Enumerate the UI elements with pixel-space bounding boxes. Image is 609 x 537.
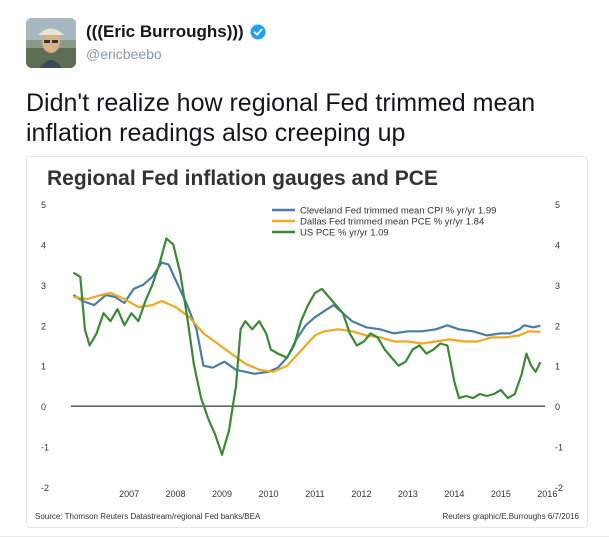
y-tick-label-left: 1	[41, 362, 46, 372]
verified-badge-icon	[250, 24, 266, 40]
y-tick-label-left: 5	[41, 200, 46, 210]
series-line-1	[73, 291, 541, 373]
y-tick-label-right: 4	[555, 240, 560, 250]
display-name[interactable]: (((Eric Burroughs)))	[86, 22, 244, 41]
y-tick-label-right: 1	[555, 362, 560, 372]
tweet-header: (((Eric Burroughs))) @ericbeebo	[26, 18, 586, 72]
series-line-2	[72, 237, 542, 456]
chart-title: Regional Fed inflation gauges and PCE	[47, 167, 438, 190]
x-tick-label: 2008	[166, 489, 186, 499]
y-tick-label-right: -2	[555, 483, 563, 493]
x-tick-label: 2014	[444, 489, 464, 499]
chart-source: Source: Thomson Reuters Datastream/regio…	[35, 512, 261, 521]
y-tick-label-left: -1	[41, 443, 49, 453]
x-tick-label: 2007	[119, 489, 139, 499]
legend-label-2: US PCE % yr/yr 1.09	[300, 228, 389, 239]
x-tick-label: 2016	[537, 489, 557, 499]
x-tick-label: 2015	[491, 489, 511, 499]
tweet-text: Didn't realize how regional Fed trimmed …	[26, 89, 536, 147]
handle[interactable]: @ericbeebo	[86, 46, 162, 62]
x-tick-label: 2010	[258, 489, 278, 499]
author-row: (((Eric Burroughs)))	[86, 22, 266, 42]
y-tick-label-right: -1	[555, 443, 563, 453]
chart-credit: Reuters graphic/E.Burroughs 6/7/2016	[442, 512, 579, 521]
y-tick-label-right: 2	[555, 321, 560, 331]
y-tick-label-left: -2	[41, 483, 49, 493]
y-tick-label-right: 5	[555, 200, 560, 210]
chart-card[interactable]: Regional Fed inflation gauges and PCE 5 5 4…	[26, 156, 588, 528]
y-tick-label-right: 0	[555, 402, 560, 412]
y-tick-label-left: 2	[41, 321, 46, 331]
x-tick-label: 2009	[212, 489, 232, 499]
avatar-image	[26, 18, 76, 68]
series-line-0	[72, 261, 541, 375]
legend-label-1: Dallas Fed trimmed mean PCE % yr/yr 1.84	[300, 217, 484, 228]
avatar[interactable]	[26, 18, 76, 68]
y-tick-label-right: 3	[555, 281, 560, 291]
legend-label-0: Cleveland Fed trimmed mean CPI % yr/yr 1…	[300, 206, 496, 217]
y-tick-label-left: 4	[41, 240, 46, 250]
y-tick-label-left: 0	[41, 402, 46, 412]
x-tick-label: 2012	[351, 489, 371, 499]
x-tick-label: 2011	[305, 489, 324, 499]
x-tick-label: 2013	[398, 489, 418, 499]
y-tick-label-left: 3	[41, 281, 46, 291]
